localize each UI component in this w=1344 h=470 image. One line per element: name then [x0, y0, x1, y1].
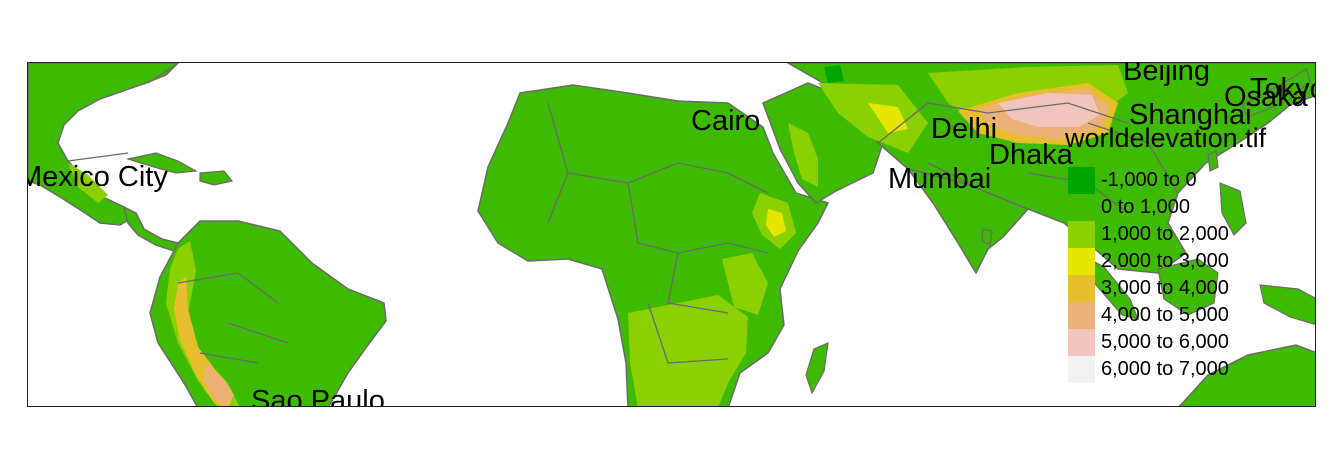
legend-label: 5,000 to 6,000 [1101, 331, 1229, 353]
legend-swatch [1068, 356, 1095, 383]
legend-label: 1,000 to 2,000 [1101, 223, 1229, 245]
city-label-beijing: Beijing [1123, 62, 1211, 87]
country-borders [67, 63, 1179, 364]
legend-swatch [1068, 275, 1095, 302]
legend-title: worldelevation.tif [1065, 123, 1267, 153]
elevation-map [28, 63, 1315, 406]
city-label-dhaka: Dhaka [989, 139, 1073, 171]
relief-southern-africa [628, 295, 748, 406]
legend-label: 4,000 to 5,000 [1101, 304, 1229, 326]
elevation-highlands [68, 65, 1128, 406]
land-borneo [1157, 258, 1219, 316]
land-cuba [125, 152, 198, 174]
land-central-america [122, 205, 180, 252]
legend-swatch [1068, 329, 1095, 356]
legend-swatch [1068, 221, 1095, 248]
relief-tibet-5000 [998, 93, 1100, 127]
relief-ethiopia-2000 [766, 209, 786, 237]
land-australia [1178, 344, 1315, 406]
legend-swatch [1068, 194, 1095, 221]
border-lines-asia [877, 102, 1179, 214]
land-madagascar [805, 342, 829, 395]
legend-swatch [1068, 302, 1095, 329]
legend-swatch [1068, 167, 1095, 194]
relief-caucasus [824, 65, 844, 83]
land-japan [1241, 68, 1311, 118]
city-label-cairo: Cairo [691, 105, 761, 137]
city-label-tokyo: Tokyo [1250, 73, 1315, 105]
land-mexico [28, 63, 180, 226]
land-philippines [1219, 182, 1247, 236]
legend-label: 2,000 to 3,000 [1101, 250, 1229, 272]
relief-iran [818, 83, 928, 153]
relief-andes-4000 [204, 363, 234, 406]
legend-swatch [1068, 248, 1095, 275]
relief-iran-2000 [868, 103, 908, 133]
city-label-osaka: Osaka [1224, 81, 1308, 113]
legend-label: 3,000 to 4,000 [1101, 277, 1229, 299]
border-lines-americas [67, 63, 289, 364]
city-label-sao-paulo: Sao Paulo [251, 385, 385, 407]
city-label-delhi: Delhi [931, 113, 998, 145]
land-india [906, 167, 1030, 275]
map-panel[interactable]: Mexico City Sao Paulo Cairo Delhi Mumbai… [27, 62, 1316, 407]
relief-arabia [788, 123, 818, 187]
land-new-guinea [1259, 284, 1315, 326]
city-label-mumbai: Mumbai [888, 163, 992, 195]
city-label-shanghai: Shanghai [1129, 99, 1252, 131]
city-label-mexico-city: Mexico City [27, 161, 168, 193]
legend-label: 6,000 to 7,000 [1101, 358, 1229, 380]
legend-label: -1,000 to 0 [1101, 169, 1197, 191]
border-lines-africa [547, 102, 769, 364]
land-sri-lanka [981, 228, 993, 246]
land-south-america [149, 220, 387, 406]
legend-label: 0 to 1,000 [1101, 196, 1190, 218]
relief-mexico-high [68, 163, 108, 203]
land-hispaniola [199, 170, 234, 186]
land-taiwan [1207, 150, 1219, 172]
relief-east-africa [722, 253, 768, 315]
